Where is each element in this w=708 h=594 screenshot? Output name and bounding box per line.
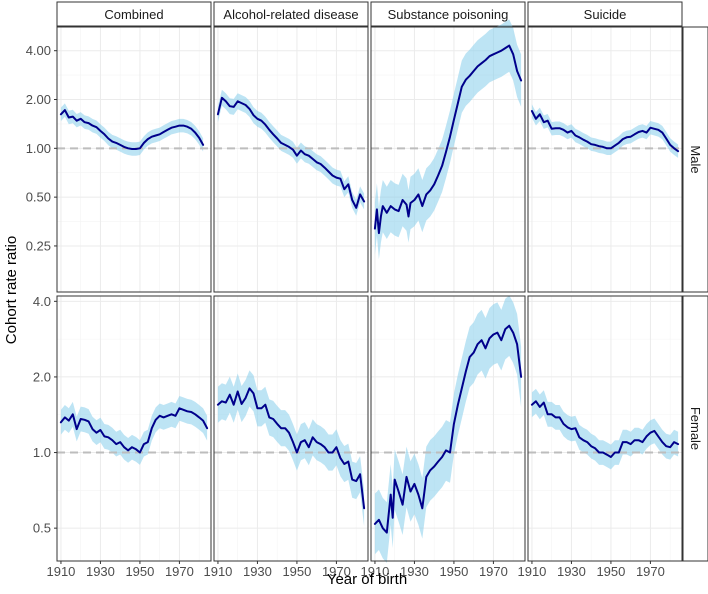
panel-background xyxy=(214,27,368,292)
panel-border xyxy=(527,295,683,562)
panel-male-suicide xyxy=(527,26,683,293)
series-line xyxy=(373,324,523,534)
y-tick-label: 4.00 xyxy=(26,43,51,58)
strip-label: Suicide xyxy=(584,7,627,22)
y-tick-label: 0.50 xyxy=(26,190,51,205)
x-axis-title: Year of birth xyxy=(327,571,407,588)
series-line xyxy=(373,44,523,235)
y-tick-label: 0.25 xyxy=(26,238,51,253)
panel-female-alcohol-related-disease xyxy=(213,295,369,562)
series-line xyxy=(530,110,680,153)
panel-male-substance-poisoning xyxy=(370,19,526,293)
panel-male-alcohol-related-disease xyxy=(213,26,369,293)
strip-combined: Combined xyxy=(56,1,212,27)
strip-label: Substance poisoning xyxy=(388,7,509,22)
x-tick-label: 1950 xyxy=(596,564,625,579)
x-tick-label: 1910 xyxy=(203,564,232,579)
y-tick-label: 1.0 xyxy=(33,445,51,460)
panel-female-suicide xyxy=(527,295,683,562)
confidence-band xyxy=(531,388,679,470)
series-line xyxy=(59,407,209,454)
confidence-band xyxy=(60,396,208,465)
panel-background xyxy=(57,27,211,292)
panel-male-combined xyxy=(56,26,212,293)
y-tick-label: 0.5 xyxy=(33,521,51,536)
panel-border xyxy=(370,295,526,562)
x-tick-label: 1950 xyxy=(125,564,154,579)
x-tick-label: 1950 xyxy=(282,564,311,579)
x-tick-label: 1970 xyxy=(322,564,351,579)
series-line xyxy=(216,96,366,209)
strip-suicide: Suicide xyxy=(527,1,683,27)
panel-female-substance-poisoning xyxy=(370,295,526,563)
strip-box xyxy=(370,1,526,27)
series-line xyxy=(530,400,680,458)
y-tick-label: 1.00 xyxy=(26,141,51,156)
panel-border xyxy=(213,26,369,293)
panel-female-combined xyxy=(56,295,212,562)
panel-border xyxy=(527,26,683,293)
series-line xyxy=(216,387,366,510)
row-strip-label: Male xyxy=(688,145,703,173)
x-tick-label: 1970 xyxy=(165,564,194,579)
confidence-band xyxy=(374,295,522,563)
panel-border xyxy=(213,295,369,562)
strip-box xyxy=(527,1,683,27)
x-tick-label: 1910 xyxy=(360,564,389,579)
row-strip-male: Male xyxy=(682,26,708,293)
panel-background xyxy=(528,27,682,292)
y-tick-label: 4.0 xyxy=(33,294,51,309)
confidence-band xyxy=(217,89,365,216)
panel-border xyxy=(370,26,526,293)
x-tick-label: 1930 xyxy=(243,564,272,579)
x-tick-label: 1970 xyxy=(636,564,665,579)
strip-box xyxy=(56,1,212,27)
x-tick-label: 1930 xyxy=(400,564,429,579)
series-line xyxy=(59,109,205,150)
x-tick-label: 1930 xyxy=(557,564,586,579)
x-tick-label: 1970 xyxy=(479,564,508,579)
x-tick-label: 1910 xyxy=(46,564,75,579)
x-tick-label: 1950 xyxy=(439,564,468,579)
x-tick-label: 1910 xyxy=(517,564,546,579)
x-tick-label: 1930 xyxy=(86,564,115,579)
confidence-band xyxy=(60,103,204,156)
y-tick-label: 2.00 xyxy=(26,92,51,107)
strip-alcohol-related-disease: Alcohol-related disease xyxy=(213,1,369,27)
row-strip-box xyxy=(682,295,708,562)
strip-label: Alcohol-related disease xyxy=(223,7,358,22)
row-strip-label: Female xyxy=(688,407,703,450)
panel-border xyxy=(56,26,212,293)
confidence-band xyxy=(217,370,365,527)
strip-box xyxy=(213,1,369,27)
row-strip-box xyxy=(682,26,708,293)
panel-border xyxy=(56,295,212,562)
strip-label: Combined xyxy=(104,7,163,22)
y-axis-title: Cohort rate ratio xyxy=(3,236,20,344)
confidence-band xyxy=(374,19,522,260)
row-strip-female: Female xyxy=(682,295,708,562)
strip-substance-poisoning: Substance poisoning xyxy=(370,1,526,27)
y-tick-label: 2.0 xyxy=(33,369,51,384)
